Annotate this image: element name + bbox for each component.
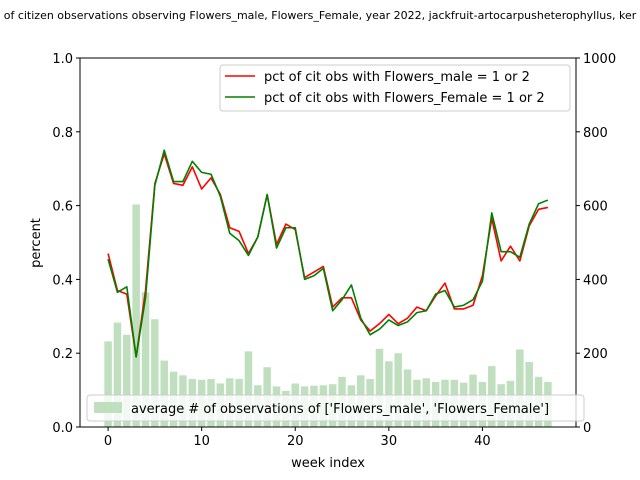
line-legend: pct of cit obs with Flowers_male = 1 or … [219, 64, 571, 112]
line-flowers-male [107, 153, 549, 358]
line-flowers-female [107, 149, 549, 358]
bar [141, 292, 150, 427]
y-tick-label: 0.0 [52, 421, 73, 436]
legend-label-male: pct of cit obs with Flowers_male = 1 or … [264, 70, 530, 85]
chart-title: of citizen observations observing Flower… [4, 9, 637, 22]
x-axis-ticks: 0 10 20 30 40 [104, 427, 491, 449]
y-tick-label: 0.4 [52, 273, 73, 288]
x-tick-label: 0 [104, 434, 112, 449]
y-tick-label: 0.2 [52, 347, 73, 362]
y2-tick-label: 400 [583, 273, 608, 288]
bar [132, 204, 140, 427]
bar [113, 322, 122, 427]
bar [375, 348, 384, 427]
y-axis-ticks: 0.0 0.2 0.4 0.6 0.8 1.0 [52, 52, 80, 436]
bar [394, 353, 402, 427]
bar [160, 360, 168, 427]
y2-tick-label: 800 [583, 126, 608, 141]
bar [104, 341, 112, 427]
bar-legend: average # of observations of ['Flowers_m… [86, 394, 585, 422]
bar-legend-box [86, 394, 585, 422]
x-tick-label: 40 [474, 434, 491, 449]
x-tick-label: 20 [287, 434, 304, 449]
x-axis-label: week index [291, 456, 365, 471]
y-tick-label: 0.6 [52, 200, 73, 215]
bar [516, 349, 524, 427]
y2-tick-label: 200 [583, 347, 608, 362]
y-tick-label: 1.0 [52, 52, 73, 67]
plot-frame [79, 57, 577, 428]
line-legend-box [219, 64, 571, 112]
bar [385, 361, 393, 427]
bar [151, 319, 159, 427]
y2-tick-label: 600 [583, 200, 608, 215]
legend-swatch-bars [94, 402, 122, 413]
y-tick-label: 0.8 [52, 126, 73, 141]
bar [244, 351, 253, 427]
y2-tick-label: 0 [583, 421, 591, 436]
legend-label-female: pct of cit obs with Flowers_Female = 1 o… [264, 91, 545, 106]
y-axis-label: percent [29, 218, 44, 268]
x-tick-label: 30 [381, 434, 398, 449]
legend-label-bars: average # of observations of ['Flowers_m… [131, 402, 549, 417]
x-tick-label: 10 [193, 434, 210, 449]
y2-axis-ticks: 0 200 400 600 800 1000 [576, 52, 616, 436]
bar [123, 334, 131, 427]
y2-tick-label: 1000 [583, 52, 616, 67]
percent-lines [107, 149, 549, 358]
observation-count-bars [104, 204, 552, 427]
